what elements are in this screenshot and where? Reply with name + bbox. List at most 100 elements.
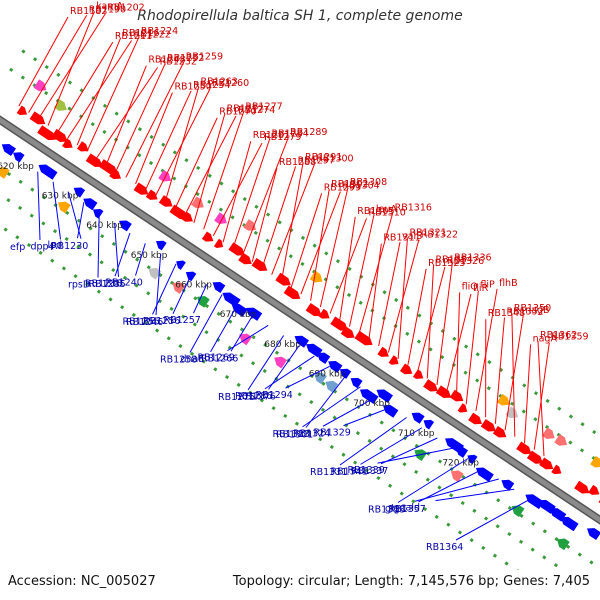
reverse-leader-line xyxy=(268,345,300,390)
genome-map-canvas: 620 kbp 630 kbp 640 kbp 650 kbp 660 kbp 670 k… xyxy=(0,1,600,570)
forward-gene xyxy=(492,426,507,438)
forward-leader-line xyxy=(537,340,545,457)
reverse-gene-label: RB1266 xyxy=(201,353,238,364)
map-title: Rhodopirellula baltica SH 1, complete ge… xyxy=(137,8,463,24)
cog-feature xyxy=(505,406,519,419)
reverse-gene-label: RB1230 xyxy=(51,241,88,252)
forward-gene xyxy=(318,308,330,319)
tick-label: 660 kbp xyxy=(175,281,212,291)
forward-gene xyxy=(16,105,28,116)
reverse-gene-label: RB1324 xyxy=(293,428,330,439)
reverse-gene-label: RB1246 xyxy=(126,317,163,328)
forward-leader-line xyxy=(232,139,270,249)
forward-gene-label: RB1202 xyxy=(107,3,144,14)
forward-gene-label: RB1305 xyxy=(357,206,394,217)
forward-leader-line xyxy=(417,267,446,373)
forward-leader-line xyxy=(533,342,550,450)
forward-leader-line xyxy=(511,314,516,437)
forward-leader-line xyxy=(203,112,244,230)
forward-gene xyxy=(76,141,89,152)
reverse-gene xyxy=(423,419,435,430)
cog-feature xyxy=(148,267,162,280)
forward-gene xyxy=(330,316,348,331)
forward-gene-label: RB1216 xyxy=(122,28,159,39)
forward-leader-line xyxy=(251,167,278,262)
forward-gene-label: RB1279 xyxy=(264,132,301,143)
forward-gene-label: RB1259 xyxy=(186,51,223,62)
reverse-leader-line xyxy=(360,427,423,465)
cog-feature xyxy=(53,99,67,111)
tick-label: 630 kbp xyxy=(42,191,79,201)
cog-feature xyxy=(309,270,323,283)
reverse-gene xyxy=(155,240,167,251)
reverse-gene xyxy=(376,389,393,403)
forward-gene-label: leuA xyxy=(376,204,398,215)
forward-gene-label: RB1316 xyxy=(395,202,432,213)
forward-gene xyxy=(51,128,68,142)
forward-gene-label: RB1322 xyxy=(421,229,458,240)
backbone-outline xyxy=(0,115,600,525)
forward-leader-line xyxy=(436,263,453,385)
forward-leader-line xyxy=(164,87,200,204)
forward-gene xyxy=(377,346,389,357)
reverse-gene xyxy=(176,260,186,270)
forward-leader-line xyxy=(310,189,330,301)
forward-gene-label: nagB xyxy=(525,305,549,316)
reverse-leader-line xyxy=(455,499,530,541)
forward-gene xyxy=(399,363,413,375)
reverse-leader-line xyxy=(52,181,61,240)
forward-gene-label: RB1222 xyxy=(134,29,171,40)
forward-gene xyxy=(539,457,554,470)
forward-gene-label: fliP xyxy=(480,280,495,291)
forward-gene-label: RB1348 xyxy=(488,308,525,319)
reverse-gene-label: RB1256 xyxy=(143,316,180,327)
forward-leader-line xyxy=(407,268,427,366)
reverse-leader-line xyxy=(377,447,453,464)
forward-gene-label: RB1224 xyxy=(141,26,178,37)
reverse-gene-label: RB1269 xyxy=(198,353,235,364)
reverse-gene-label: dpp4 xyxy=(31,241,55,252)
forward-gene-label: valS xyxy=(402,231,422,242)
forward-leader-line xyxy=(524,344,532,444)
tick-label: 680 kbp xyxy=(264,340,301,350)
reverse-gene xyxy=(339,368,352,379)
reverse-leader-line xyxy=(339,417,407,466)
forward-gene-label: RB1321 xyxy=(409,228,446,239)
forward-leader-line xyxy=(18,16,69,107)
forward-gene xyxy=(169,204,188,220)
reverse-gene-label: glgC xyxy=(385,503,407,514)
reverse-leader-line xyxy=(397,458,469,503)
reverse-leader-line xyxy=(189,294,223,353)
reverse-leader-line xyxy=(322,396,377,427)
forward-gene-label: RB1252 xyxy=(167,53,204,64)
forward-gene-label: RB1270 xyxy=(219,107,256,118)
forward-leader-line xyxy=(57,41,114,133)
forward-gene xyxy=(574,480,590,494)
forward-gene xyxy=(228,242,245,256)
forward-gene xyxy=(181,211,193,222)
forward-gene xyxy=(283,285,301,300)
reverse-gene xyxy=(411,412,425,424)
forward-gene-label: RB1274 xyxy=(238,105,275,116)
reverse-leader-line xyxy=(414,478,499,502)
forward-gene-label: RB1304 xyxy=(342,181,379,192)
cog-feature xyxy=(325,380,339,393)
forward-leader-line xyxy=(135,92,173,185)
forward-gene-label: RB1232 xyxy=(160,56,197,67)
forward-leader-line xyxy=(455,292,461,398)
tick-label: 710 kbp xyxy=(398,429,435,439)
reverse-leader-line xyxy=(380,437,438,465)
forward-gene xyxy=(468,412,482,425)
reverse-gene xyxy=(586,528,600,541)
forward-gene-label: RB1362 xyxy=(540,330,577,341)
forward-gene-label: RB1263 xyxy=(201,76,238,87)
forward-gene-label: RB1326 xyxy=(447,256,484,267)
forward-gene-label: RB1284 xyxy=(271,129,308,140)
reverse-gene xyxy=(560,516,579,532)
cog-feature xyxy=(541,427,555,439)
tick-label: 650 kbp xyxy=(131,251,168,261)
reverse-gene-label: RB1339 xyxy=(348,465,385,476)
reverse-leader-line xyxy=(247,335,285,391)
tick-label: 620 kbp xyxy=(0,162,34,172)
reverse-gene xyxy=(467,454,478,465)
